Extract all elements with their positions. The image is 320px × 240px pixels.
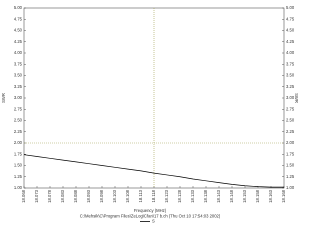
x-tick-label: 18.118 xyxy=(151,189,156,202)
y-tick-label: 1.75 xyxy=(14,151,23,156)
y2-tick-label: 4.25 xyxy=(286,39,295,44)
chart: SWR SWR Frequency (MHz) C:\Mehsik\C\Prog… xyxy=(1,5,299,224)
x-tick-label: 18.068 xyxy=(21,189,26,202)
y2-tick-label: 3.75 xyxy=(286,61,295,66)
y-tick-label: 1.00 xyxy=(14,185,23,190)
y-tick-label: 3.25 xyxy=(14,84,23,89)
x-tick-label: 18.073 xyxy=(34,189,39,202)
y2-tick-label: 3.00 xyxy=(286,95,295,100)
legend-label: S xyxy=(152,219,155,224)
x-tick-label: 18.143 xyxy=(216,189,221,202)
x-tick-label: 18.158 xyxy=(255,189,260,202)
x-tick-label: 18.133 xyxy=(190,189,195,202)
y-tick-label: 4.50 xyxy=(14,28,23,33)
y2-tick-label: 2.00 xyxy=(286,140,295,145)
x-tick-label: 18.108 xyxy=(125,189,130,202)
y2-tick-label: 5.00 xyxy=(286,5,295,10)
y2-axis-label: SWR xyxy=(294,93,299,103)
x-tick-label: 18.163 xyxy=(268,189,273,202)
x-tick-label: 18.123 xyxy=(164,189,169,202)
x-tick-label: 18.088 xyxy=(73,189,78,202)
y2-tick-label: 1.75 xyxy=(286,151,295,156)
x-tick-label: 18.168 xyxy=(281,189,286,202)
y-tick-label: 3.50 xyxy=(14,73,23,78)
y2-tick-label: 1.25 xyxy=(286,174,295,179)
x-tick-label: 18.083 xyxy=(60,189,65,202)
y-tick-label: 2.50 xyxy=(14,118,23,123)
y2-tick-label: 4.00 xyxy=(286,50,295,55)
x-tick-label: 18.098 xyxy=(99,189,104,202)
y2-tick-label: 3.25 xyxy=(286,84,295,89)
x-axis-label: Frequency (MHz) xyxy=(134,208,167,213)
y-tick-label: 2.00 xyxy=(14,140,23,145)
y-tick-label: 4.25 xyxy=(14,39,23,44)
x-tick-label: 18.113 xyxy=(138,189,143,202)
x-tick-label: 18.148 xyxy=(229,189,234,202)
y2-tick-label: 2.75 xyxy=(286,106,295,111)
y2-tick-label: 2.50 xyxy=(286,118,295,123)
y-tick-label: 3.00 xyxy=(14,95,23,100)
x-tick-label: 18.153 xyxy=(242,189,247,202)
y-axis-label: SWR xyxy=(1,93,6,103)
y-tick-label: 1.50 xyxy=(14,163,23,168)
y2-tick-label: 3.50 xyxy=(286,73,295,78)
x-tick-label: 18.093 xyxy=(86,189,91,202)
caption: C:\Mehsik\C\Program Files\ZeLog\Cfan\17 … xyxy=(80,214,221,219)
y-tick-label: 5.00 xyxy=(14,5,23,10)
y2-tick-label: 1.00 xyxy=(286,185,295,190)
y2-tick-label: 4.50 xyxy=(286,28,295,33)
y-tick-label: 2.75 xyxy=(14,106,23,111)
y-tick-label: 4.00 xyxy=(14,50,23,55)
y-tick-label: 2.25 xyxy=(14,129,23,134)
y-tick-label: 1.25 xyxy=(14,174,23,179)
x-tick-label: 18.128 xyxy=(177,189,182,202)
y-tick-label: 4.75 xyxy=(14,16,23,21)
y2-tick-label: 4.75 xyxy=(286,16,295,21)
y2-tick-label: 1.50 xyxy=(286,163,295,168)
x-tick-label: 18.103 xyxy=(112,189,117,202)
y2-tick-label: 2.25 xyxy=(286,129,295,134)
x-tick-label: 18.078 xyxy=(47,189,52,202)
x-tick-label: 18.138 xyxy=(203,189,208,202)
series-line xyxy=(23,154,284,188)
y-tick-label: 3.75 xyxy=(14,61,23,66)
